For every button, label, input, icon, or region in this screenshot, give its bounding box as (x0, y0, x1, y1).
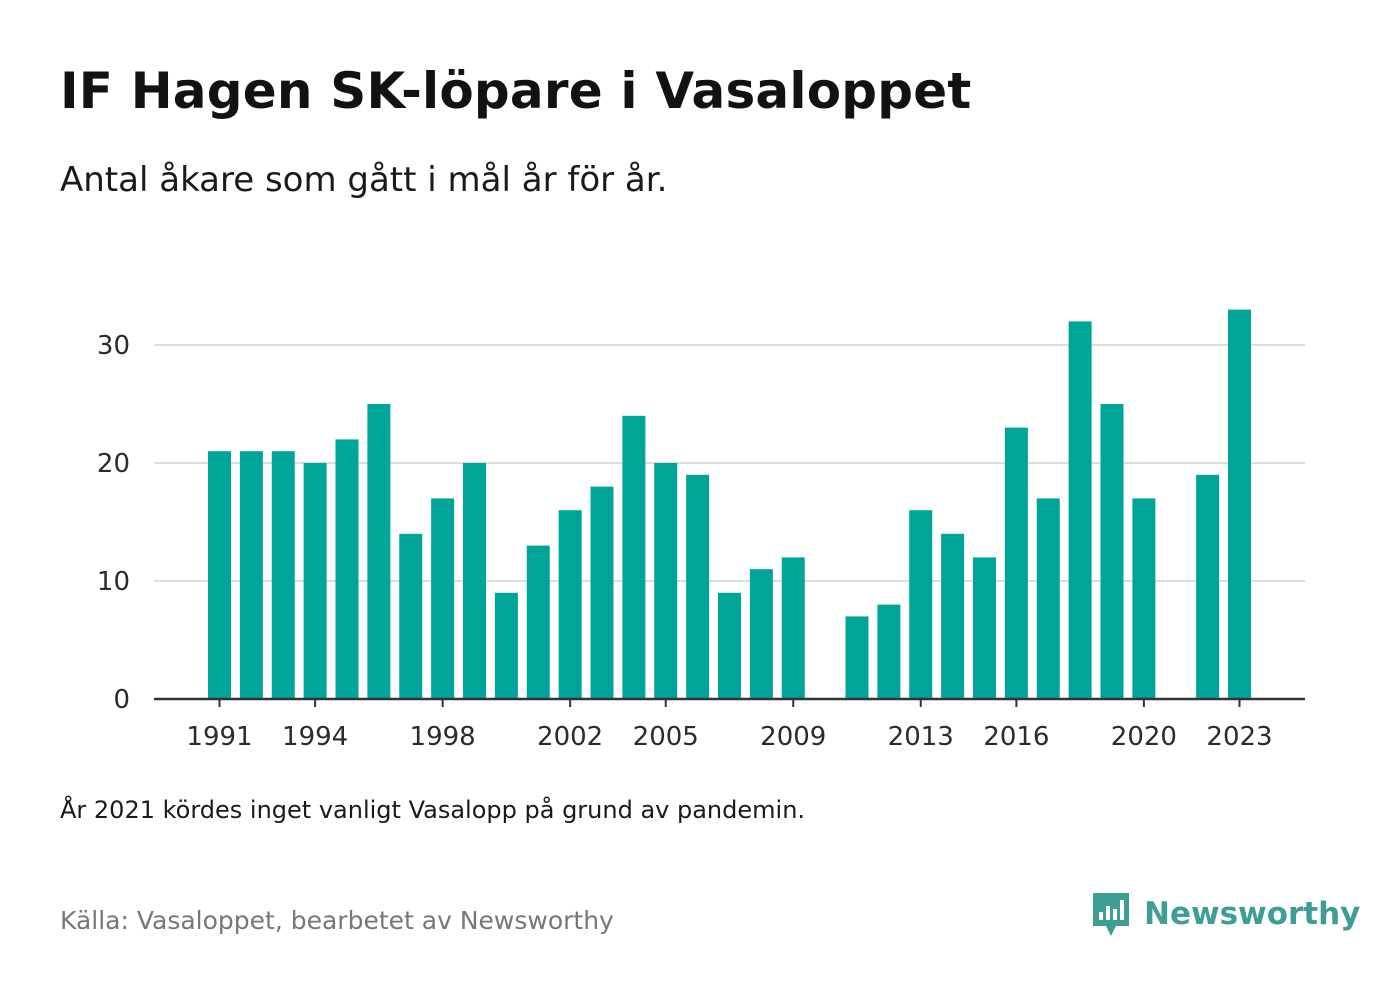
bar-2004 (622, 415, 646, 699)
bar-2003 (590, 486, 614, 699)
grid-lines (154, 344, 1305, 582)
x-tick-label: 2013 (888, 722, 954, 752)
bar-2022 (1196, 474, 1220, 699)
bar-2018 (1068, 321, 1092, 699)
x-tick-label: 1994 (282, 722, 348, 752)
bar-1999 (463, 463, 486, 699)
bar-2019 (1100, 404, 1124, 699)
newsworthy-logo-icon (1093, 893, 1129, 936)
bar-2008 (749, 569, 773, 699)
bar-1996 (367, 404, 391, 699)
x-tick-label: 2009 (760, 722, 826, 752)
bar-2009 (781, 557, 805, 699)
bars (208, 309, 1251, 699)
bar-2017 (1036, 498, 1060, 699)
y-tick-label: 10 (97, 567, 130, 597)
bar-2011 (845, 616, 869, 699)
bar-2014 (941, 533, 965, 699)
x-tick-label: 2002 (537, 722, 603, 752)
bar-2005 (654, 463, 678, 699)
bar-2012 (877, 604, 901, 699)
y-tick-label: 0 (113, 685, 130, 715)
bar-2001 (526, 545, 550, 699)
bar-2020 (1132, 498, 1156, 699)
bar-2016 (1004, 427, 1028, 699)
brand-name: Newsworthy (1144, 896, 1361, 932)
bar-2013 (909, 510, 933, 699)
bar-1994 (303, 463, 327, 699)
chart-subtitle: Antal åkare som gått i mål år för år. (60, 160, 668, 200)
x-tick-label: 2023 (1206, 722, 1272, 752)
bar-1997 (399, 533, 423, 699)
source-credit: Källa: Vasaloppet, bearbetet av Newswort… (60, 906, 614, 935)
bar-1991 (208, 451, 231, 699)
bar-2000 (494, 592, 518, 699)
bar-2023 (1228, 309, 1251, 699)
chart-title: IF Hagen SK-löpare i Vasaloppet (60, 62, 972, 120)
bar-2006 (686, 474, 710, 699)
newsworthy-brand: Newsworthy (1090, 890, 1360, 938)
footnote: År 2021 kördes inget vanligt Vasalopp på… (60, 796, 806, 824)
x-tick-label: 2020 (1111, 722, 1177, 752)
bar-2007 (718, 592, 741, 699)
bar-1998 (431, 498, 455, 699)
axes: 0 10 20 30 1991 1994 1998 2002 2005 2009 2013 2016 2… (97, 331, 1305, 752)
x-tick-label: 1991 (186, 722, 252, 752)
bar-1995 (335, 439, 359, 699)
x-tick-label: 1998 (410, 722, 476, 752)
bar-1993 (271, 451, 295, 699)
y-tick-label: 30 (97, 331, 130, 361)
bar-1992 (239, 451, 263, 699)
bar-2002 (558, 510, 582, 699)
x-tick-label: 2005 (633, 722, 699, 752)
bar-2015 (973, 557, 996, 699)
x-tick-label: 2016 (983, 722, 1049, 752)
y-tick-label: 20 (97, 449, 130, 479)
